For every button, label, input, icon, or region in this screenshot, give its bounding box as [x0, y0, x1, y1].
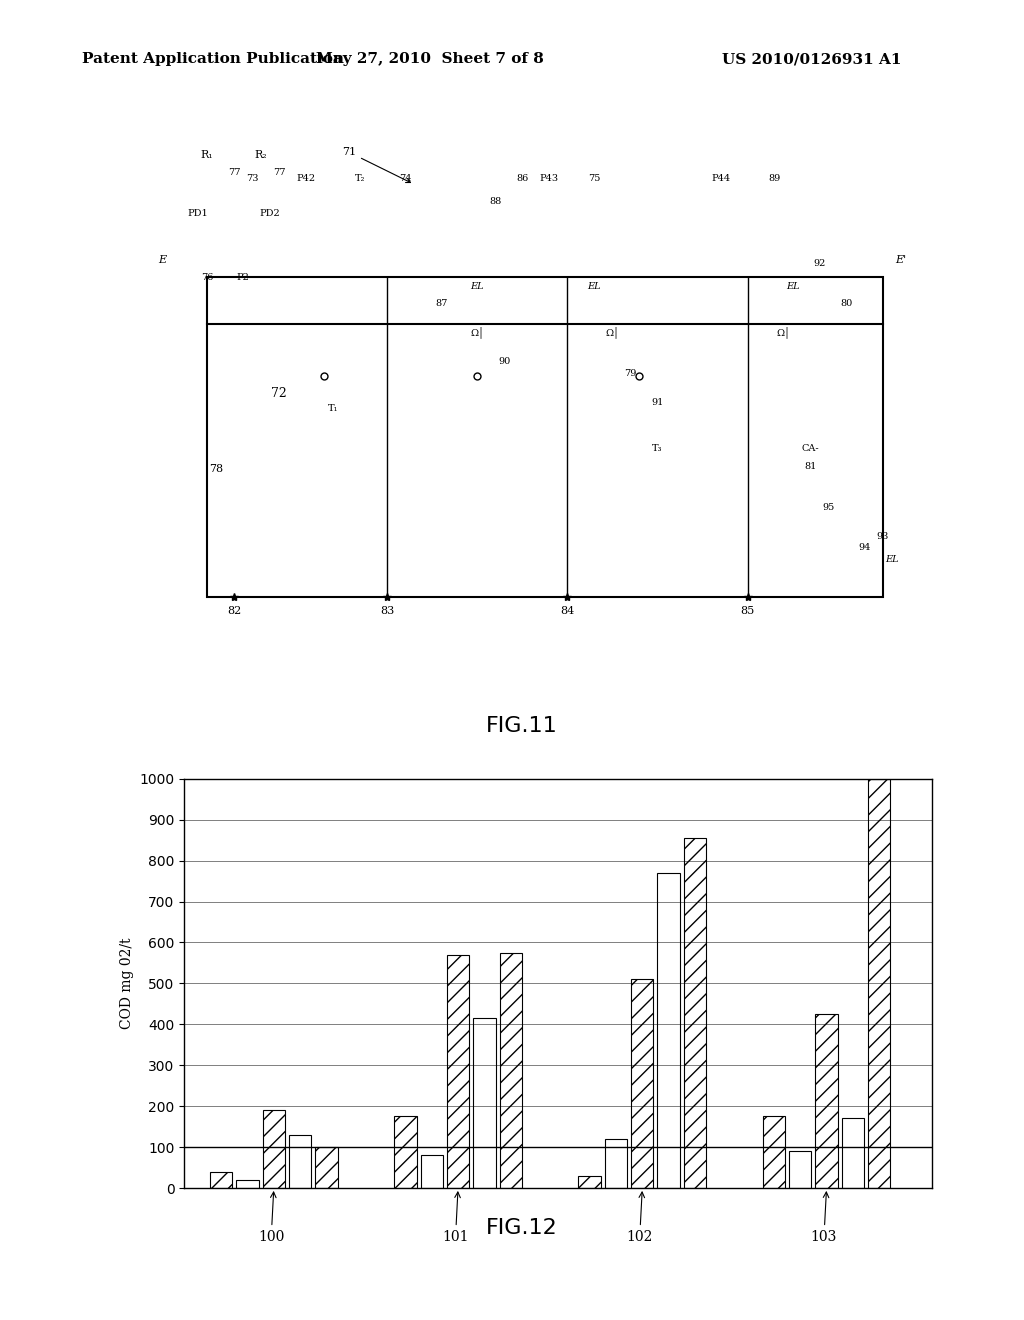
Bar	[842, 1118, 864, 1188]
Text: E': E'	[895, 255, 906, 265]
Text: 95: 95	[822, 503, 835, 512]
Text: PD1: PD1	[187, 209, 208, 218]
Bar	[289, 1135, 311, 1188]
Text: P43: P43	[540, 174, 559, 183]
Text: P44: P44	[711, 174, 730, 183]
Text: EL: EL	[885, 554, 898, 564]
Text: 100: 100	[258, 1192, 285, 1245]
Text: E: E	[158, 255, 166, 265]
Bar	[815, 1014, 838, 1188]
Bar	[868, 779, 891, 1188]
Text: R₂: R₂	[255, 150, 267, 160]
Text: P2: P2	[237, 273, 249, 281]
Bar	[473, 1018, 496, 1188]
Text: 78: 78	[209, 463, 223, 474]
Text: T₃: T₃	[652, 445, 663, 454]
Y-axis label: COD mg 02/t: COD mg 02/t	[120, 937, 134, 1030]
Text: T₁: T₁	[328, 404, 338, 413]
Bar	[605, 1139, 627, 1188]
Bar	[790, 1151, 811, 1188]
Text: 73: 73	[246, 174, 258, 183]
Bar	[657, 873, 680, 1188]
Text: 77: 77	[227, 168, 241, 177]
Text: 75: 75	[588, 174, 600, 183]
Text: 88: 88	[489, 197, 502, 206]
Text: FIG.11: FIG.11	[486, 715, 558, 737]
Text: T₂: T₂	[355, 174, 366, 183]
Bar	[237, 1180, 259, 1188]
Text: 86: 86	[516, 174, 528, 183]
Text: US 2010/0126931 A1: US 2010/0126931 A1	[722, 53, 901, 66]
Text: 101: 101	[442, 1192, 469, 1245]
Bar	[500, 953, 522, 1188]
Bar	[210, 1172, 232, 1188]
Text: 84: 84	[560, 606, 574, 616]
Text: 85: 85	[740, 606, 755, 616]
Text: 87: 87	[435, 300, 447, 309]
Text: 89: 89	[768, 174, 780, 183]
Text: 79: 79	[625, 368, 637, 378]
Text: 72: 72	[271, 387, 287, 400]
Text: 77: 77	[272, 168, 286, 177]
Text: EL: EL	[588, 281, 601, 290]
Text: Ω│: Ω│	[605, 326, 620, 338]
Text: 74: 74	[398, 174, 412, 183]
Text: Ω│: Ω│	[470, 326, 484, 338]
Text: R₁: R₁	[201, 150, 213, 160]
Text: P42: P42	[296, 174, 315, 183]
Text: 80: 80	[841, 300, 853, 309]
Text: Patent Application Publication: Patent Application Publication	[82, 53, 344, 66]
Text: 90: 90	[498, 358, 510, 367]
Text: 81: 81	[805, 462, 817, 471]
Text: 82: 82	[226, 606, 241, 616]
Text: 93: 93	[877, 532, 889, 541]
Text: 103: 103	[811, 1192, 838, 1245]
Text: May 27, 2010  Sheet 7 of 8: May 27, 2010 Sheet 7 of 8	[316, 53, 544, 66]
Text: 71: 71	[342, 148, 411, 182]
Bar	[262, 1110, 285, 1188]
Bar	[446, 954, 469, 1188]
Text: 83: 83	[380, 606, 394, 616]
Bar	[421, 1155, 443, 1188]
Text: PD2: PD2	[259, 209, 281, 218]
Text: 102: 102	[627, 1192, 653, 1245]
Text: 91: 91	[651, 397, 664, 407]
Text: EL: EL	[785, 281, 800, 290]
Text: FIG.12: FIG.12	[486, 1217, 558, 1238]
Bar	[207, 277, 883, 597]
Text: Ω│: Ω│	[776, 326, 791, 338]
Bar	[394, 1117, 417, 1188]
Bar	[631, 979, 653, 1188]
Text: CA-: CA-	[802, 445, 819, 454]
Bar	[579, 1176, 601, 1188]
Text: EL: EL	[470, 281, 484, 290]
Bar	[684, 838, 707, 1188]
Text: 92: 92	[813, 259, 825, 268]
Text: 76: 76	[201, 273, 213, 281]
Bar	[315, 1147, 338, 1188]
Bar	[763, 1117, 785, 1188]
Text: 94: 94	[858, 543, 870, 552]
